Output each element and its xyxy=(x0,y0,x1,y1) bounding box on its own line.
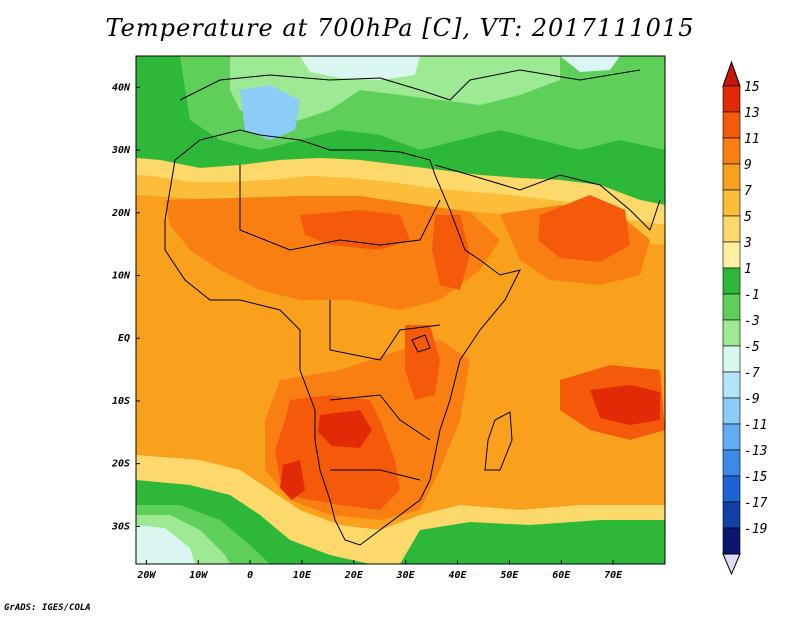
lon-tick-label: 0 xyxy=(247,570,253,581)
colorbar-label: 9 xyxy=(744,158,752,173)
lat-tick-label: 30N xyxy=(111,145,131,156)
border-4 xyxy=(330,469,421,481)
chart-title: Temperature at 700hPa [C], VT: 201711101… xyxy=(105,14,695,42)
colorbar: 15 13 11 9 7 5 3 1 -1 -3 -5 -7 -9 -11 -13 -15 -17 -19 xyxy=(722,60,768,576)
colorbar-swatch xyxy=(722,371,741,399)
colorbar-label: 5 xyxy=(744,210,752,225)
field-north-paleblue xyxy=(300,56,420,80)
colorbar-top-arrow xyxy=(722,60,741,87)
colorbar-label: 13 xyxy=(744,106,760,121)
lon-tick-label: 50E xyxy=(500,570,519,581)
longitude-axis: 20W 10W 0 10E 20E 30E 40E 50E 60E 70E xyxy=(136,560,623,581)
colorbar-label: -9 xyxy=(744,392,760,407)
lon-tick-label: 60E xyxy=(552,570,571,581)
credit-text: GrADS: IGES/COLA xyxy=(4,603,91,613)
mediterranean-coast xyxy=(179,69,641,101)
colorbar-swatch xyxy=(722,475,741,503)
colorbar-label: 3 xyxy=(743,236,752,251)
field-southern-core xyxy=(318,410,372,448)
colorbar-swatch xyxy=(722,215,741,243)
field-south-green-east xyxy=(400,520,665,564)
field-north-palegreen xyxy=(230,56,560,125)
plot-frame xyxy=(135,55,666,565)
colorbar-swatch xyxy=(722,111,741,139)
colorbar-swatch xyxy=(722,189,741,217)
lat-tick-label: EQ xyxy=(118,333,130,344)
colorbar-swatch xyxy=(722,137,741,165)
border-3 xyxy=(329,394,431,441)
colorbar-swatch xyxy=(722,293,741,321)
colorbar-label: 15 xyxy=(744,80,760,95)
field-cool-band xyxy=(136,158,665,225)
colorbar-label: -15 xyxy=(744,470,768,485)
field-horn-veryhot xyxy=(432,215,470,290)
colorbar-swatch xyxy=(722,345,741,373)
field-sahara-veryhot xyxy=(300,210,410,250)
colorbar-swatch xyxy=(722,85,741,113)
lat-tick-label: 10N xyxy=(112,271,131,282)
colorbar-label: -11 xyxy=(744,418,767,433)
lat-tick-label: 20N xyxy=(111,208,131,219)
colorbar-swatch xyxy=(722,241,741,269)
colorbar-swatch xyxy=(722,267,741,295)
colorbar-swatch xyxy=(722,449,741,477)
lon-tick-label: 20E xyxy=(344,570,364,581)
colorbar-swatch xyxy=(722,527,741,555)
colorbar-label: -1 xyxy=(744,288,760,303)
lake-victoria xyxy=(411,334,431,353)
coastlines xyxy=(164,69,661,546)
border-2 xyxy=(329,300,441,361)
lon-tick-label: 10E xyxy=(293,570,312,581)
colorbar-label: -19 xyxy=(744,522,767,537)
arabia-coastline xyxy=(434,164,661,231)
colorbar-label: 11 xyxy=(744,132,760,147)
colorbar-swatch xyxy=(722,163,741,191)
latitude-axis: 40N 30N 20N 10N EQ 10S 20S 30S xyxy=(111,82,140,532)
field-sahel-hot xyxy=(165,196,500,310)
lon-tick-label: 30E xyxy=(396,570,416,581)
lat-tick-label: 20S xyxy=(111,459,130,470)
colorbar-swatch xyxy=(722,423,741,451)
lat-tick-label: 30S xyxy=(111,521,130,532)
colorbar-label: -7 xyxy=(744,366,760,381)
colorbar-swatch xyxy=(722,319,741,347)
field-north-blue xyxy=(240,85,300,140)
colorbar-label: -17 xyxy=(744,496,768,511)
lat-tick-label: 40N xyxy=(112,82,131,93)
madagascar-coastline xyxy=(484,411,513,471)
field-mild-band xyxy=(136,175,665,245)
lon-tick-label: 70E xyxy=(604,570,623,581)
colorbar-label: -5 xyxy=(744,340,760,355)
border-1 xyxy=(239,165,441,251)
lon-tick-label: 20W xyxy=(136,570,156,581)
field-arabia-veryhot xyxy=(538,195,630,262)
colorbar-label: 7 xyxy=(744,184,752,199)
field-south-paleblue xyxy=(136,525,195,564)
field-kalahari-core xyxy=(280,460,305,500)
field-indian-core xyxy=(590,385,660,425)
field-east-paleblue xyxy=(560,56,620,72)
field-southern-veryhot xyxy=(275,395,400,510)
lon-tick-label: 10W xyxy=(189,570,208,581)
colorbar-label: -3 xyxy=(744,314,760,329)
colorbar-swatch xyxy=(722,501,741,529)
colorbar-label: -13 xyxy=(744,444,767,459)
colorbar-swatch xyxy=(722,397,741,425)
colorbar-label: 1 xyxy=(744,262,752,277)
lon-tick-label: 40E xyxy=(449,570,468,581)
africa-coastline xyxy=(164,129,521,546)
colorbar-bottom-arrow xyxy=(722,553,741,576)
lat-tick-label: 10S xyxy=(112,396,130,407)
temperature-field xyxy=(136,56,665,564)
